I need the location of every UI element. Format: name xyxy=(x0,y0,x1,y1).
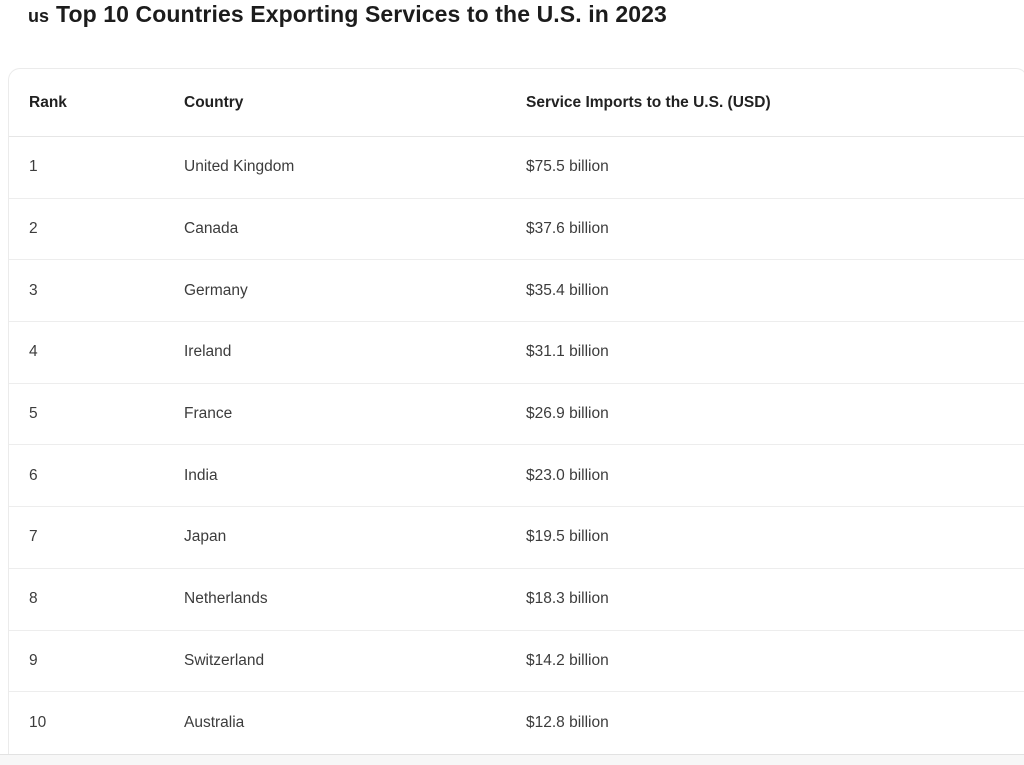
page-title: us Top 10 Countries Exporting Services t… xyxy=(28,1,667,28)
cell-rank: 9 xyxy=(29,651,38,669)
table-row: 10 Australia $12.8 billion xyxy=(9,692,1024,754)
cell-value: $19.5 billion xyxy=(526,528,609,546)
cell-rank: 5 xyxy=(29,405,38,423)
cell-value: $23.0 billion xyxy=(526,466,609,484)
cell-value: $14.2 billion xyxy=(526,651,609,669)
cell-rank: 2 xyxy=(29,220,38,238)
cell-rank: 6 xyxy=(29,466,38,484)
title-text: Top 10 Countries Exporting Services to t… xyxy=(56,1,667,27)
cell-country: Japan xyxy=(184,528,227,546)
title-prefix-us: us xyxy=(28,6,50,26)
cell-value: $18.3 billion xyxy=(526,590,609,608)
cell-country: Australia xyxy=(184,714,245,732)
cell-rank: 1 xyxy=(29,158,38,176)
bottom-strip xyxy=(0,755,1024,765)
table-row: 5 France $26.9 billion xyxy=(9,384,1024,446)
cell-value: $75.5 billion xyxy=(526,158,609,176)
cell-country: Canada xyxy=(184,220,239,238)
cell-rank: 4 xyxy=(29,343,38,361)
cell-rank: 10 xyxy=(29,714,47,732)
cell-country: Germany xyxy=(184,281,248,299)
cell-country: France xyxy=(184,405,233,423)
cell-country: Switzerland xyxy=(184,651,265,669)
cell-country: Netherlands xyxy=(184,590,268,608)
cell-value: $12.8 billion xyxy=(526,714,609,732)
cell-value: $26.9 billion xyxy=(526,405,609,423)
table-row: 1 United Kingdom $75.5 billion xyxy=(9,137,1024,199)
cell-rank: 7 xyxy=(29,528,38,546)
table-row: 2 Canada $37.6 billion xyxy=(9,199,1024,261)
cell-rank: 8 xyxy=(29,590,38,608)
table-row: 3 Germany $35.4 billion xyxy=(9,260,1024,323)
table-header-row: Rank Country Service Imports to the U.S. (… xyxy=(9,69,1024,137)
column-header: Country xyxy=(184,93,244,111)
cell-country: Ireland xyxy=(184,343,232,361)
cell-country: India xyxy=(184,466,218,484)
table-row: 9 Switzerland $14.2 billion xyxy=(9,631,1024,693)
cell-value: $31.1 billion xyxy=(526,343,609,361)
table-row: 8 Netherlands $18.3 billion xyxy=(9,569,1024,631)
column-header: Service Imports to the U.S. (USD) xyxy=(526,93,771,111)
table-body: 1 United Kingdom $75.5 billion 2 Canada $37.6… xyxy=(9,137,1024,754)
table-row: 4 Ireland $31.1 billion xyxy=(9,322,1024,384)
table-row: 6 India $23.0 billion xyxy=(9,445,1024,508)
bottom-divider xyxy=(0,754,1024,755)
cell-country: United Kingdom xyxy=(184,158,295,176)
column-header: Rank xyxy=(29,93,67,111)
table-card: Rank Country Service Imports to the U.S. (… xyxy=(8,68,1024,755)
cell-value: $37.6 billion xyxy=(526,220,609,238)
cell-rank: 3 xyxy=(29,281,38,299)
table-row: 7 Japan $19.5 billion xyxy=(9,507,1024,569)
cell-value: $35.4 billion xyxy=(526,281,609,299)
